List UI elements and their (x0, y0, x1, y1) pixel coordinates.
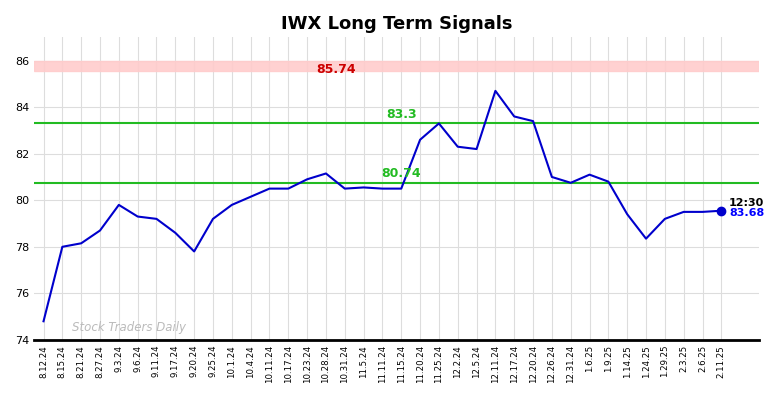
Text: 83.68: 83.68 (729, 208, 764, 218)
Text: 85.74: 85.74 (316, 63, 356, 76)
Text: 80.74: 80.74 (382, 167, 421, 180)
Text: 83.3: 83.3 (386, 107, 416, 121)
Bar (34, 60, 759, 71)
Title: IWX Long Term Signals: IWX Long Term Signals (281, 15, 512, 33)
Text: 12:30: 12:30 (729, 197, 764, 208)
Text: Stock Traders Daily: Stock Traders Daily (72, 321, 186, 334)
